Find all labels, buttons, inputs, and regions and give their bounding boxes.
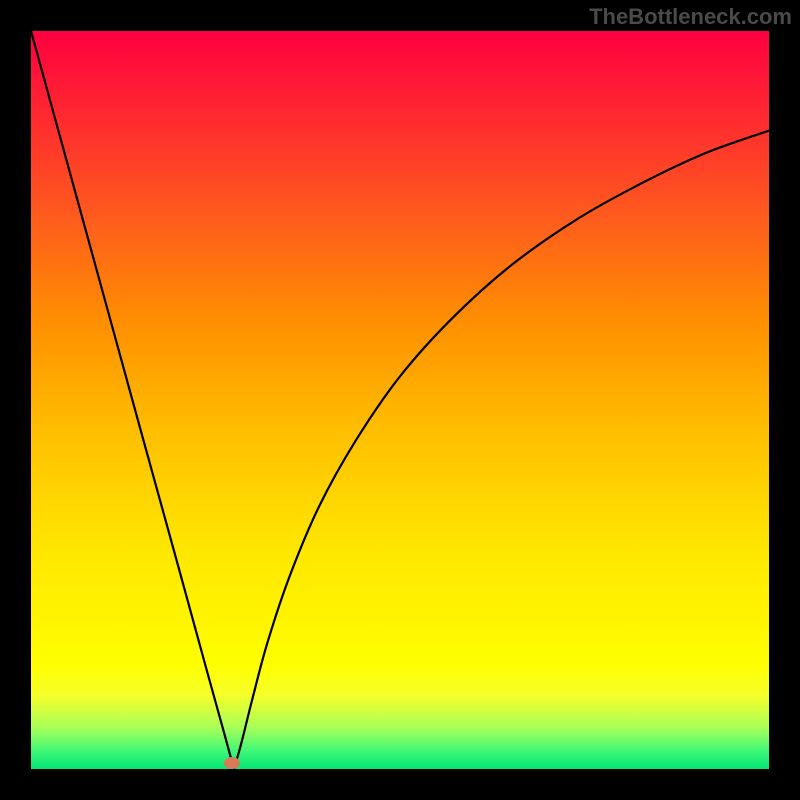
watermark-text: TheBottleneck.com <box>589 4 792 30</box>
vertex-marker <box>224 757 240 769</box>
chart-container: TheBottleneck.com <box>0 0 800 800</box>
curve-left-branch <box>31 31 234 769</box>
curve-right-branch <box>234 131 769 769</box>
bottleneck-curve <box>31 31 769 769</box>
plot-area <box>31 31 769 769</box>
